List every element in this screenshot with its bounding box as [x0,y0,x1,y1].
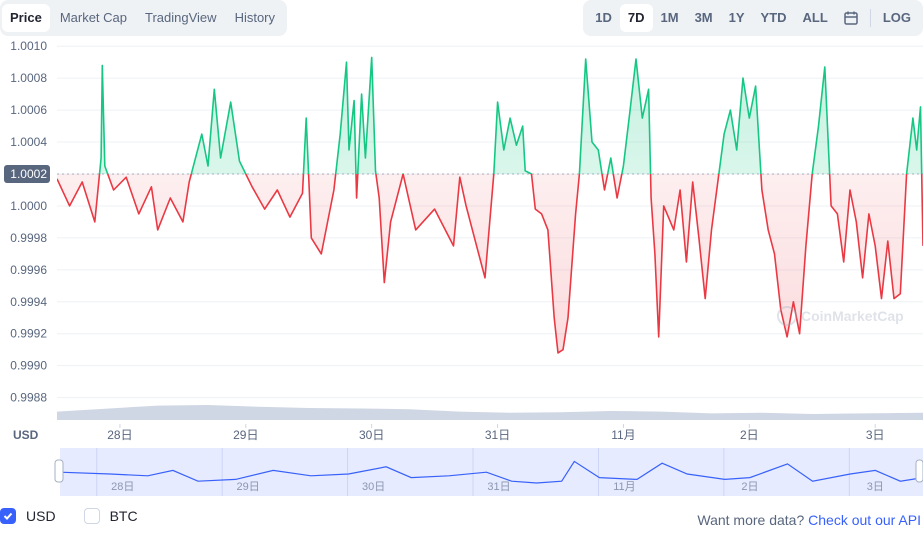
navigator-tick-label: 31日 [487,481,510,493]
x-tick-label: 30日 [359,428,384,442]
price-chart[interactable]: 1.0010 1.0008 1.0006 1.0004 1.0002 1.0000 0.99… [0,40,923,502]
watermark: CoinMarketCap [777,306,904,326]
x-tick-label: 28日 [107,428,132,442]
navigator-background [60,448,923,496]
y-tick-label: 0.9996 [10,263,47,277]
chart-type-tabs: Price Market Cap TradingView History [0,0,288,36]
tab-market-cap[interactable]: Market Cap [59,10,128,25]
range-3m[interactable]: 3M [694,10,713,25]
watermark-text: CoinMarketCap [801,308,904,324]
range-1y[interactable]: 1Y [728,10,745,25]
currency-legend: USD BTC [0,508,138,524]
y-tick-label: 0.9992 [10,327,47,341]
navigator-tick-label: 30日 [362,481,385,493]
usd-checkbox[interactable] [0,508,16,524]
navigator-tick-label: 3日 [867,481,884,493]
navigator-tick-label: 28日 [111,481,134,493]
navigator-line [59,460,923,484]
api-promo: Want more data? Check out our API [697,512,921,528]
y-tick-label: 1.0002 [10,167,47,181]
tab-price[interactable]: Price [2,4,50,32]
check-icon [3,512,13,520]
y-tick-label: 1.0008 [10,71,47,85]
api-promo-text: Want more data? [697,512,805,528]
y-tick-label: 1.0000 [10,199,47,213]
y-tick-label: 0.9998 [10,231,47,245]
btc-checkbox[interactable] [83,508,100,524]
time-range-selector: 1D 7D 1M 3M 1Y YTD ALL LOG [583,0,923,36]
y-tick-label: 1.0010 [10,40,47,53]
navigator-tick-label: 2日 [741,481,758,493]
btc-legend-label: BTC [109,508,138,524]
price-fill-down [57,173,923,353]
y-tick-label: 0.9988 [10,391,47,405]
tab-tradingview[interactable]: TradingView [145,10,217,25]
calendar-icon[interactable] [836,4,866,32]
range-divider [869,9,871,27]
volume-area [57,405,923,420]
watermark-logo-icon [777,306,797,326]
range-ytd[interactable]: YTD [760,10,787,25]
x-tick-label: 11月 [611,428,635,442]
range-7d[interactable]: 7D [619,4,653,32]
log-scale-toggle[interactable]: LOG [882,10,911,25]
y-tick-label: 1.0004 [10,135,47,149]
range-all[interactable]: ALL [802,10,828,25]
navigator-left-handle[interactable] [54,459,64,483]
price-line-down [57,173,923,354]
usd-legend-label: USD [26,508,56,524]
x-tick-label: 3日 [866,428,885,442]
x-tick-label: 31日 [485,428,510,442]
navigator-tick-label: 29日 [237,481,260,493]
y-tick-label: 0.9990 [10,359,47,373]
api-link[interactable]: Check out our API [808,512,921,528]
x-tick-label: 2日 [740,428,759,442]
navigator-tick-label: 11月 [613,481,635,493]
range-1d[interactable]: 1D [595,10,612,25]
currency-axis-label: USD [13,428,39,442]
baseline-label-bg [4,164,50,183]
x-tick-label: 29日 [233,428,258,442]
tab-history[interactable]: History [234,10,276,25]
range-1m[interactable]: 1M [660,10,679,25]
navigator-right-handle[interactable] [915,459,923,483]
y-tick-label: 0.9994 [10,295,47,309]
y-tick-label: 1.0006 [10,103,47,117]
